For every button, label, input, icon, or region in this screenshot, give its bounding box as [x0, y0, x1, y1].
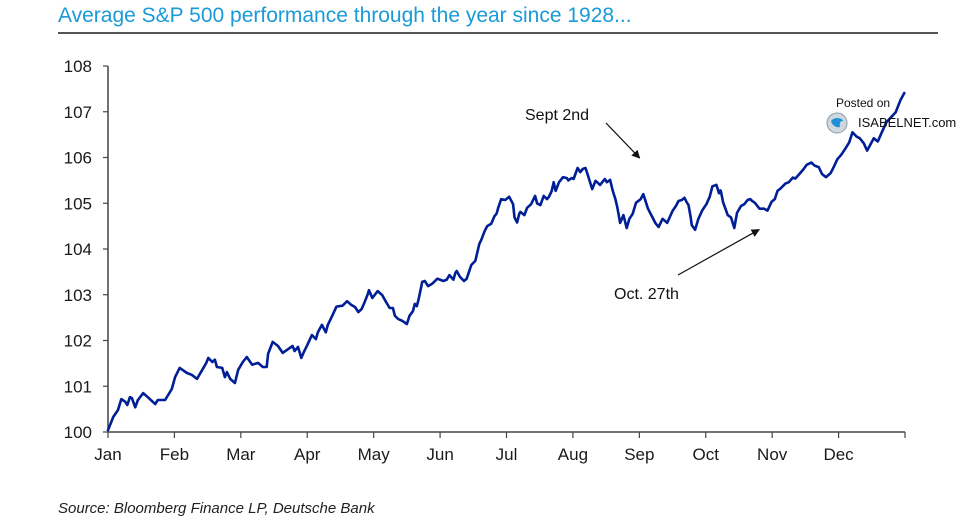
y-tick-label: 105	[64, 194, 92, 213]
x-tick-label: Oct	[693, 445, 720, 464]
x-tick-label: Dec	[823, 445, 854, 464]
y-tick-label: 106	[64, 149, 92, 168]
x-tick-label: Jul	[496, 445, 518, 464]
x-tick-label: May	[358, 445, 391, 464]
x-tick-label: Jan	[94, 445, 121, 464]
annotation-arrow-sept-2nd	[605, 122, 641, 159]
y-tick-label: 108	[64, 57, 92, 76]
y-tick-label: 103	[64, 286, 92, 305]
x-tick-label: Apr	[294, 445, 321, 464]
y-tick-label: 101	[64, 377, 92, 396]
chart-title: Average S&P 500 performance through the …	[58, 4, 632, 27]
title-underline	[58, 32, 938, 34]
y-tick-label: 100	[64, 423, 92, 442]
annotation-label-oct-27th: Oct. 27th	[614, 286, 679, 303]
globe-logo-icon	[826, 112, 848, 134]
x-tick-label: Jun	[426, 445, 453, 464]
x-tick-label: Mar	[226, 445, 256, 464]
x-tick-label: Aug	[558, 445, 588, 464]
x-tick-label: Nov	[757, 445, 788, 464]
series-line	[106, 91, 906, 432]
y-tick-label: 107	[64, 103, 92, 122]
x-tick-label: Sep	[624, 445, 654, 464]
watermark-brand-text: ISABELNET.com	[858, 115, 957, 130]
y-tick-label: 104	[64, 240, 92, 259]
annotation-label-sept-2nd: Sept 2nd	[525, 107, 589, 124]
annotation-arrow-oct-27th	[677, 229, 760, 276]
watermark-posted-text: Posted on	[836, 96, 891, 110]
x-tick-label: Feb	[160, 445, 189, 464]
source-note: Source: Bloomberg Finance LP, Deutsche B…	[58, 500, 375, 517]
y-tick-label: 102	[64, 332, 92, 351]
